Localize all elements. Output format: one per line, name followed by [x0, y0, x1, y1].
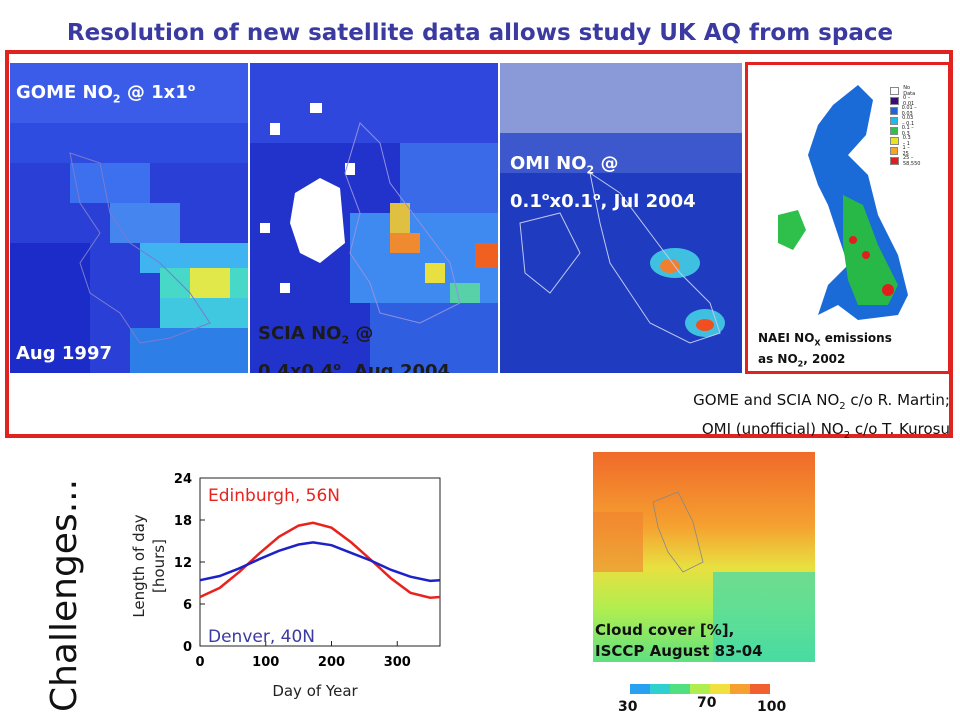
page-title: Resolution of new satellite data allows …	[66, 20, 894, 46]
legend-label: 0.01 – 0.03	[901, 105, 917, 117]
x-tick-label: 0	[195, 655, 204, 670]
legend-swatch	[890, 157, 899, 165]
scia-pixel-grid	[250, 63, 498, 373]
legend-label: 25 – 58,550	[902, 155, 921, 167]
plot-area	[199, 477, 441, 647]
x-axis-label: Day of Year	[272, 682, 358, 700]
legend-swatch	[890, 87, 900, 95]
y-axis-label-line2: [hours]	[150, 539, 168, 593]
y-tick-label: 0	[183, 640, 192, 655]
highlight-frame	[5, 50, 953, 438]
scia-label: SCIA NO2 @ 0.4x0.4o, Aug 2004	[258, 323, 451, 373]
colorbar-mid: 70	[697, 695, 717, 711]
naei-map: No Data 0 – 0.01 0.01 – 0.03 0.03 – 0.1 …	[745, 62, 951, 374]
y-tick-label: 6	[183, 598, 192, 613]
series-line-edinburgh	[199, 521, 441, 599]
gome-map: GOME NO2 @ 1x1o Aug 1997	[10, 63, 248, 373]
naei-label: NAEI NOX emissions as NO2, 2002	[758, 331, 892, 369]
cloud-cover-map: Cloud cover [%], ISCCP August 83-04	[583, 452, 815, 672]
omi-map: OMI NO2 @ 0.1ox0.1o, Jul 2004	[500, 63, 742, 373]
scia-map: SCIA NO2 @ 0.4x0.4o, Aug 2004	[250, 63, 498, 373]
data-credits: GOME and SCIA NO2 c/o R. Martin; OMI (un…	[693, 391, 950, 441]
colorbar-max: 100	[757, 699, 787, 715]
y-tick-label: 18	[174, 514, 192, 529]
legend-swatch	[890, 137, 899, 145]
legend-label: 0.03 – 0.1	[902, 115, 915, 127]
cloud-cover-field	[593, 452, 815, 662]
legend-swatch	[890, 107, 898, 115]
legend-swatch	[890, 97, 900, 105]
gome-pixel-grid	[10, 63, 248, 373]
legend-label: 0.1 – 0.3	[901, 125, 914, 137]
y-axis-label-line1: Length of day	[130, 514, 148, 617]
series-line-denver	[199, 541, 441, 583]
legend-swatch	[890, 147, 899, 155]
y-tick-label: 24	[174, 472, 192, 487]
naei-uk-map	[778, 85, 908, 320]
legend-swatch	[890, 117, 899, 125]
x-tick-label: 300	[384, 655, 411, 670]
x-tick-label: 200	[318, 655, 345, 670]
gome-label: GOME NO2 @ 1x1o	[16, 81, 196, 106]
x-tick-label: 100	[252, 655, 279, 670]
legend-label: 0 – 0.01	[903, 95, 915, 107]
omi-swath	[500, 63, 742, 373]
legend-label: 1 – 25	[902, 145, 910, 157]
legend-swatch	[890, 127, 898, 135]
day-length-chart: 0 6 12 18 24 0 100 200 300 Edinburgh, 56N Denve…	[130, 472, 441, 700]
omi-label: OMI NO2 @ 0.1ox0.1o, Jul 2004	[510, 153, 696, 212]
cloud-colorbar	[630, 684, 770, 694]
colorbar-min: 30	[618, 699, 638, 715]
y-tick-label: 12	[174, 556, 192, 571]
legend-label: No Data	[903, 85, 916, 97]
series-label-edinburgh: Edinburgh, 56N	[208, 486, 340, 506]
challenges-heading: Challenges...	[44, 478, 86, 713]
cloud-label: Cloud cover [%], ISCCP August 83-04	[595, 621, 763, 660]
legend-label: 0.3 – 1	[902, 135, 911, 147]
series-label-denver: Denver, 40N	[208, 627, 315, 647]
gome-date: Aug 1997	[16, 343, 112, 364]
